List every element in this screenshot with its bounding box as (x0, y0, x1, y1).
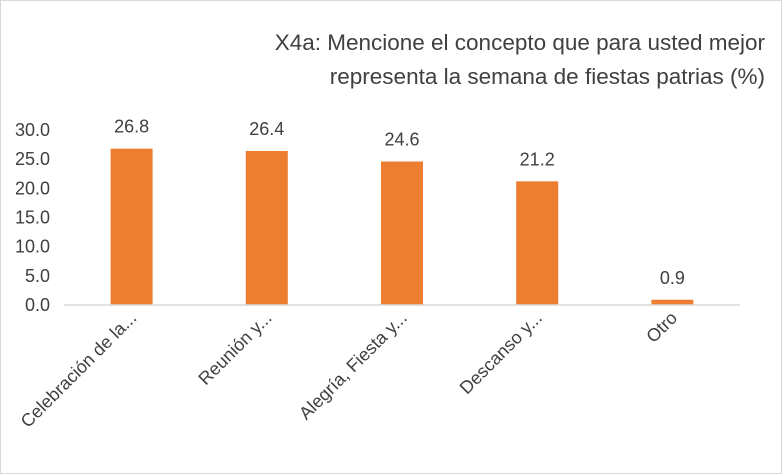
chart-title-line-2: representa la semana de fiestas patrias … (329, 64, 765, 89)
bar (110, 148, 153, 305)
y-tick-label: 10.0 (15, 237, 50, 257)
category-label: Celebración de la... (17, 308, 141, 432)
category-label: Descanso y... (456, 308, 546, 398)
data-label: 26.4 (249, 119, 284, 139)
data-label: 21.2 (520, 149, 555, 169)
y-tick-label: 25.0 (15, 149, 50, 169)
bar (516, 181, 559, 305)
chart-title-line-1: X4a: Mencione el concepto que para usted… (274, 30, 765, 55)
data-label: 24.6 (384, 130, 419, 150)
y-tick-label: 20.0 (15, 178, 50, 198)
category-label: Otro (642, 308, 681, 347)
y-tick-label: 30.0 (15, 120, 50, 140)
data-label: 0.9 (660, 268, 685, 288)
category-label: Alegría, Fiesta y... (295, 308, 411, 424)
category-label: Reunión y... (194, 308, 275, 389)
y-tick-label: 5.0 (25, 266, 50, 286)
y-tick-label: 15.0 (15, 208, 50, 228)
bar (651, 299, 694, 305)
chart-title: X4a: Mencione el concepto que para usted… (190, 26, 765, 94)
data-label: 26.8 (114, 117, 149, 137)
bar (381, 161, 423, 305)
y-tick-label: 0.0 (25, 295, 50, 315)
bar (245, 151, 288, 305)
